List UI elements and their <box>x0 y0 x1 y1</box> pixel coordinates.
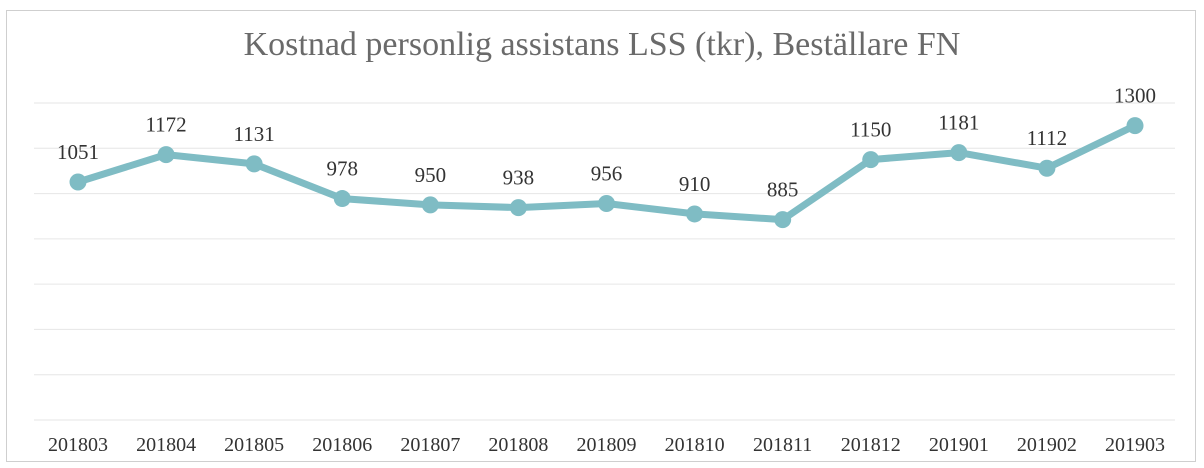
data-markers <box>69 117 1144 229</box>
x-tick-label: 201811 <box>753 434 812 456</box>
data-label: 950 <box>415 163 447 187</box>
x-tick-label: 201901 <box>929 434 989 456</box>
x-tick-label: 201805 <box>224 434 284 456</box>
data-label: 1112 <box>1027 126 1067 150</box>
x-tick-label: 201809 <box>577 434 637 456</box>
data-label: 1172 <box>145 113 186 137</box>
data-point-marker <box>157 146 175 164</box>
x-tick-label: 201902 <box>1017 434 1077 456</box>
data-point-marker <box>333 190 351 208</box>
data-label: 1131 <box>234 122 275 146</box>
data-label: 978 <box>327 157 359 181</box>
data-point-marker <box>1038 159 1056 177</box>
data-label: 956 <box>591 162 623 186</box>
data-label: 910 <box>679 172 711 196</box>
x-tick-label: 201808 <box>488 434 548 456</box>
x-tick-label: 201903 <box>1105 434 1165 456</box>
x-axis-ticks: 201803 201804 201805 201806 201807 201808 2018… <box>48 434 1165 456</box>
data-point-marker <box>686 205 704 223</box>
chart-title: Kostnad personlig assistans LSS (tkr), B… <box>243 26 961 63</box>
data-label: 1181 <box>938 111 979 135</box>
data-point-marker <box>862 151 880 169</box>
data-point-marker <box>509 199 527 217</box>
data-label: 938 <box>503 166 535 190</box>
data-point-marker <box>245 155 263 173</box>
gridlines <box>34 102 1175 421</box>
data-label: 1150 <box>850 118 891 142</box>
data-point-marker <box>421 196 439 214</box>
chart-frame <box>6 10 1196 462</box>
data-labels: 1051 1172 1131 978 950 938 956 910 885 1150 1181 11… <box>57 84 1156 202</box>
data-point-marker <box>69 173 87 191</box>
data-label: 885 <box>767 178 799 202</box>
x-tick-label: 201812 <box>841 434 901 456</box>
data-point-marker <box>950 144 968 162</box>
data-point-marker <box>774 211 792 229</box>
data-label: 1051 <box>57 140 99 164</box>
x-tick-label: 201810 <box>665 434 725 456</box>
x-tick-label: 201804 <box>136 434 196 456</box>
data-point-marker <box>1126 117 1144 135</box>
data-label: 1300 <box>1114 84 1156 108</box>
x-tick-label: 201803 <box>48 434 108 456</box>
data-point-marker <box>598 195 615 213</box>
x-tick-label: 201807 <box>400 434 460 456</box>
x-tick-label: 201806 <box>312 434 372 456</box>
